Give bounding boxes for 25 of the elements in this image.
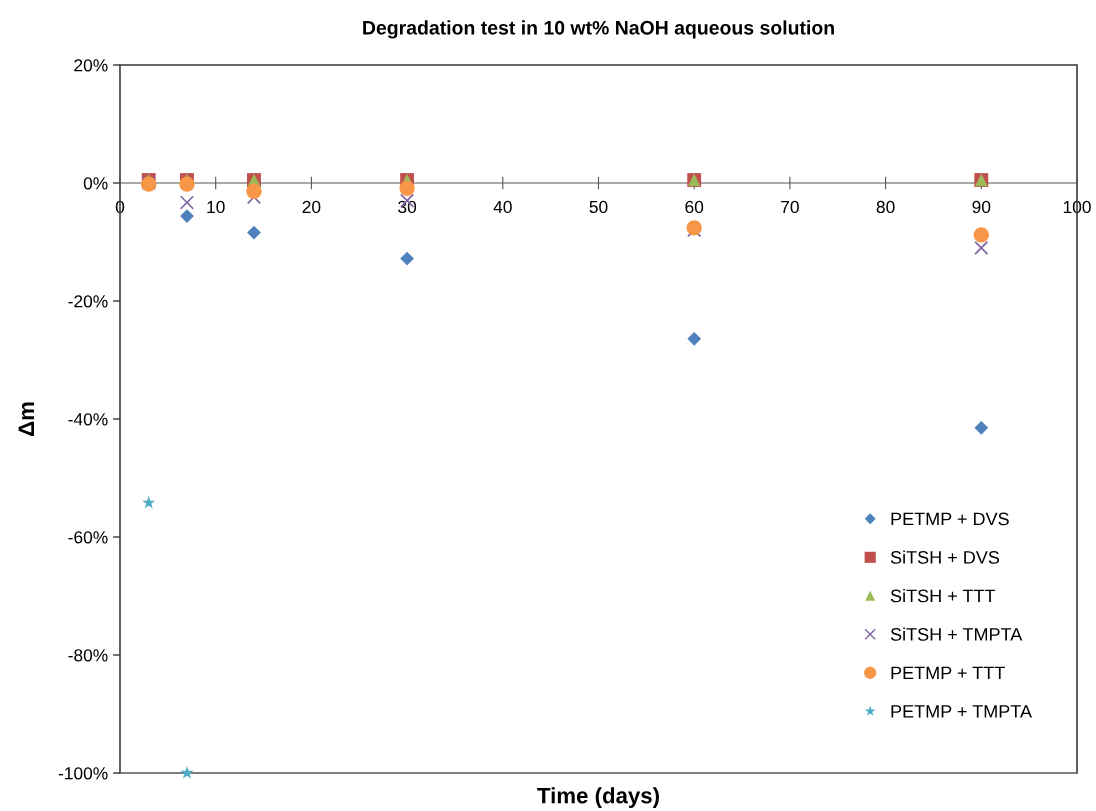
y-tick-label: -100% [58, 767, 108, 780]
y-tick-label: 20% [74, 59, 108, 72]
x-tick-label: 70 [781, 200, 799, 214]
legend-label: SiTSH + TTT [890, 589, 996, 603]
x-tick-label: 60 [685, 200, 704, 214]
y-axis-title: Δm [18, 402, 34, 436]
y-tick-label: -40% [68, 413, 108, 426]
x-tick-label: 40 [493, 200, 512, 214]
legend-label: SiTSH + TMPTA [890, 627, 1023, 641]
x-tick-label: 20 [302, 200, 321, 214]
legend-label: PETMP + TMPTA [891, 705, 1032, 718]
x-tick-label: 10 [207, 200, 225, 214]
y-tick-label: -20% [68, 295, 108, 308]
legend-label: PETMP + TTT [891, 666, 1005, 680]
x-tick-label: 30 [398, 200, 417, 214]
y-tick-label: -60% [68, 531, 108, 544]
x-tick-label: 80 [876, 200, 895, 214]
x-tick-label: 90 [972, 200, 991, 214]
legend-label: PETMP + DVS [891, 512, 1009, 526]
chart-title: Degradation test in 10 wt% NaOH aqueous solution [363, 20, 834, 39]
y-tick-label: 0% [83, 177, 108, 190]
legend-label: SiTSH + DVS [890, 550, 1000, 564]
x-axis-title: Time (days) [537, 787, 659, 808]
y-tick-label: -80% [68, 649, 108, 662]
x-tick-label: 50 [589, 200, 608, 214]
